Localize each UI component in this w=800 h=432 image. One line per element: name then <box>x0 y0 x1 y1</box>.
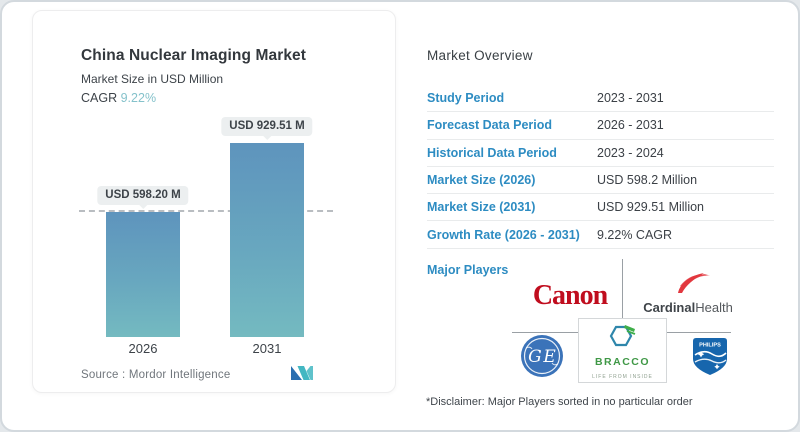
chart-cagr: CAGR 9.22% <box>81 91 156 105</box>
row-value: USD 598.2 Million <box>597 173 698 188</box>
chart-subtitle: Market Size in USD Million <box>81 72 224 86</box>
svg-text:G E: G E <box>528 347 556 367</box>
row-value: 2023 - 2024 <box>597 145 664 160</box>
major-players-label: Major Players <box>427 263 509 277</box>
x-axis-label-2031: 2031 <box>252 341 282 356</box>
mordor-intelligence-logo-icon <box>291 366 313 380</box>
overview-table: Study Period 2023 - 2031 Forecast Data P… <box>427 85 774 249</box>
table-row: Market Size (2031) USD 929.51 Million <box>427 194 774 222</box>
cardinal-health-logo: CardinalHealth <box>636 266 740 315</box>
table-row: Market Size (2026) USD 598.2 Million <box>427 167 774 195</box>
row-value: 9.22% CAGR <box>597 227 673 242</box>
chart-card: China Nuclear Imaging Market Market Size… <box>32 10 396 393</box>
bar-2026-value-label: USD 598.20 M <box>97 186 189 209</box>
cagr-label: CAGR <box>81 91 118 105</box>
bracco-wordmark: BRACCO <box>594 356 651 368</box>
row-value: USD 929.51 Million <box>597 200 704 215</box>
row-label: Historical Data Period <box>427 145 557 160</box>
table-row: Study Period 2023 - 2031 <box>427 85 774 113</box>
row-label: Market Size (2026) <box>427 173 536 188</box>
row-label: Forecast Data Period <box>427 118 553 133</box>
x-axis-label-2026: 2026 <box>128 341 158 356</box>
bracco-hexagon-icon <box>609 325 635 347</box>
table-row: Forecast Data Period 2026 - 2031 <box>427 112 774 140</box>
players-divider-vertical <box>622 259 623 318</box>
chart-title: China Nuclear Imaging Market <box>81 47 307 64</box>
row-label: Market Size (2031) <box>427 200 536 215</box>
row-label: Growth Rate (2026 - 2031) <box>427 227 580 242</box>
ge-logo: G E <box>521 335 563 377</box>
disclaimer-text: *Disclaimer: Major Players sorted in no … <box>426 396 693 408</box>
reference-dashed-line <box>79 210 333 212</box>
table-row: Growth Rate (2026 - 2031) 9.22% CAGR <box>427 221 774 249</box>
players-divider-horizontal-right <box>667 332 731 333</box>
philips-logo: PHILIPS <box>693 338 727 375</box>
overview-heading: Market Overview <box>427 48 533 63</box>
bar-2026 <box>106 212 180 337</box>
cardinal-bird-icon <box>678 273 710 293</box>
players-divider-horizontal-left <box>512 332 578 333</box>
row-label: Study Period <box>427 91 505 106</box>
canon-logo: Canon <box>532 280 608 311</box>
row-value: 2026 - 2031 <box>597 118 664 133</box>
row-value: 2023 - 2031 <box>597 91 664 106</box>
svg-text:PHILIPS: PHILIPS <box>699 343 721 349</box>
bracco-tagline: LIFE FROM INSIDE <box>592 374 653 380</box>
cagr-value: 9.22% <box>120 91 157 105</box>
table-row: Historical Data Period 2023 - 2024 <box>427 140 774 167</box>
bar-2031-value-label: USD 929.51 M <box>221 117 313 140</box>
bracco-logo: BRACCO LIFE FROM INSIDE <box>578 318 667 383</box>
cardinal-health-wordmark: CardinalHealth <box>643 300 733 315</box>
source-text: Source : Mordor Intelligence <box>81 369 231 381</box>
bar-chart: USD 598.20 M USD 929.51 M <box>79 117 333 337</box>
bar-2031 <box>230 143 304 337</box>
